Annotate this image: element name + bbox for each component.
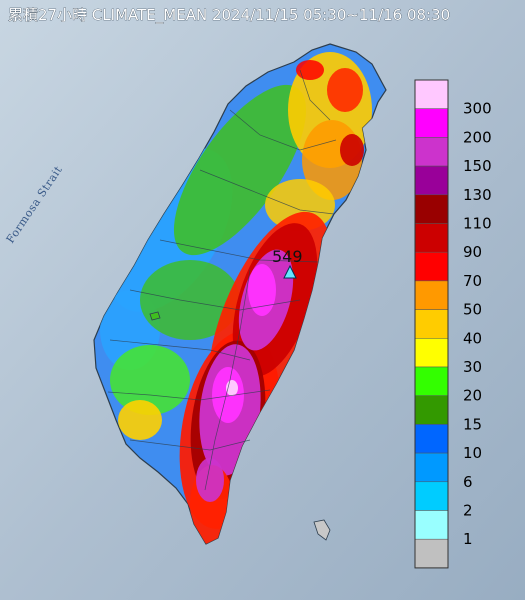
taiwan-island: [93, 43, 387, 545]
legend-label: 1: [463, 530, 473, 548]
legend-label: 300: [463, 100, 492, 118]
legend-swatch: [414, 79, 449, 109]
legend-swatch: [414, 251, 449, 282]
legend-swatch: [414, 223, 449, 253]
legend-label: 130: [463, 186, 492, 204]
legend-swatch: [414, 194, 449, 224]
legend-swatch: [414, 395, 449, 425]
legend-frame: [414, 79, 449, 569]
legend-label: 200: [463, 128, 492, 146]
legend-swatch: [414, 538, 449, 569]
legend-swatch: [414, 137, 449, 167]
map-title: 累積27小時 CLIMATE_MEAN 2024/11/15 05:30~11/…: [8, 6, 450, 25]
legend-swatch: [414, 481, 449, 511]
legend-label: 110: [463, 215, 492, 233]
legend-label: 2: [463, 502, 473, 520]
legend-label: 50: [463, 301, 482, 319]
legend-label: 10: [463, 444, 482, 462]
max-triangle-icon: [283, 264, 297, 279]
legend-label: 90: [463, 243, 482, 261]
legend-swatch: [414, 510, 449, 540]
legend-label: 30: [463, 358, 482, 376]
legend-label: 15: [463, 415, 482, 433]
legend-label: 40: [463, 329, 482, 347]
legend: 300 200 150 130 110 90 70 50 40 30 20 15 10 6 2 1: [414, 79, 492, 569]
legend-swatch: [414, 338, 449, 368]
county-boundaries: [107, 69, 337, 491]
offshore-islands: [149, 311, 331, 541]
max-value-marker: 549: [272, 247, 303, 279]
legend-label: 6: [463, 473, 473, 491]
legend-swatch: [414, 165, 449, 196]
legend-label: 150: [463, 157, 492, 175]
legend-swatch: [414, 309, 449, 339]
legend-label: 70: [463, 272, 482, 290]
legend-label: 20: [463, 387, 482, 405]
max-value-label: 549: [272, 247, 303, 266]
legend-swatch: [414, 108, 449, 138]
legend-swatch: [414, 424, 449, 454]
legend-swatch: [414, 280, 449, 310]
legend-swatch: [414, 366, 449, 396]
legend-swatch: [414, 452, 449, 483]
